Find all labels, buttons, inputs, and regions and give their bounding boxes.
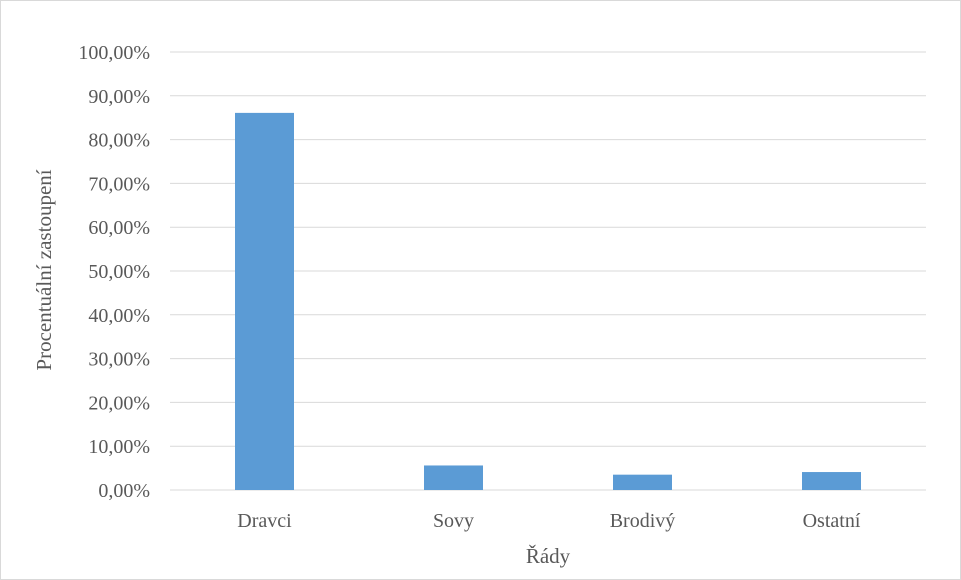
y-tick-label: 50,00% bbox=[88, 261, 150, 283]
bar-dravci bbox=[235, 112, 294, 490]
y-axis-title: Procentuální zastoupení bbox=[32, 169, 56, 370]
y-tick-label: 40,00% bbox=[88, 305, 150, 327]
x-tick-label: Ostatní bbox=[803, 510, 861, 532]
y-tick-label: 0,00% bbox=[98, 480, 150, 502]
x-axis-title: Řády bbox=[526, 544, 571, 568]
y-tick-label: 70,00% bbox=[88, 173, 150, 195]
y-tick-label: 30,00% bbox=[88, 349, 150, 371]
y-tick-label: 80,00% bbox=[88, 130, 150, 152]
x-tick-label: Brodivý bbox=[610, 510, 676, 532]
x-axis-ticks: Dravci Sovy Brodivý Ostatní bbox=[237, 510, 861, 532]
bar-sovy bbox=[424, 465, 483, 490]
bars bbox=[235, 112, 861, 490]
y-axis-ticks: 0,00% 10,00% 20,00% 30,00% 40,00% 50,00% 60,00… bbox=[78, 42, 150, 502]
y-tick-label: 60,00% bbox=[88, 217, 150, 239]
bar-brodivý bbox=[613, 474, 672, 490]
y-tick-label: 20,00% bbox=[88, 392, 150, 414]
y-tick-label: 90,00% bbox=[88, 86, 150, 108]
gridlines bbox=[170, 51, 926, 491]
bar-ostatní bbox=[802, 472, 861, 490]
x-tick-label: Dravci bbox=[237, 510, 292, 532]
y-tick-label: 10,00% bbox=[88, 436, 150, 458]
x-tick-label: Sovy bbox=[433, 510, 474, 532]
y-tick-label: 100,00% bbox=[78, 42, 150, 64]
